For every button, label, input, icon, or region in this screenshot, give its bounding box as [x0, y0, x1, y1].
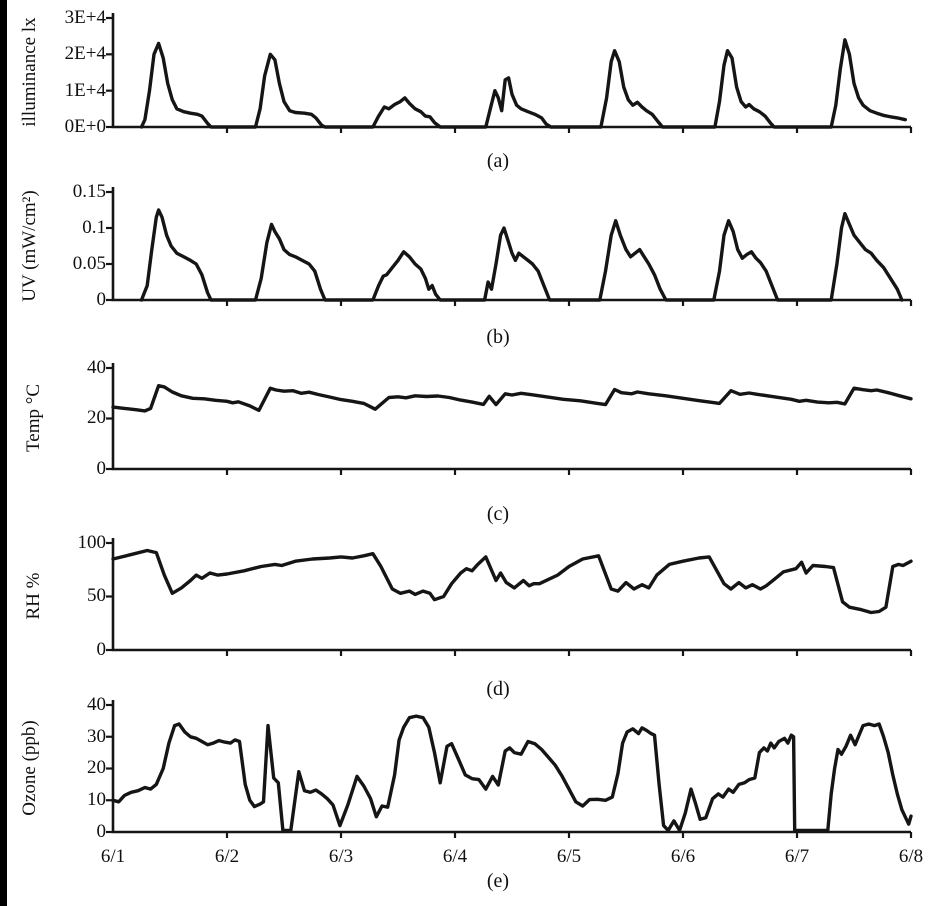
panel-a-ytick-3e4: 3E+4 — [64, 7, 106, 28]
panel-e-ytick-20: 20 — [87, 757, 106, 778]
panel-e-ytick-0: 0 — [96, 821, 107, 842]
panel-b-uv-series-uv — [139, 208, 904, 302]
panel-b-uv-axes — [111, 187, 911, 302]
screenshot-left-edge-bar — [0, 0, 7, 906]
panel-e-xtick-6-1: 6/1 — [100, 846, 126, 867]
panel-d-rh-axes — [111, 538, 911, 652]
panel-e-xtick-6-5: 6/5 — [556, 846, 582, 867]
panel-a-illuminance-axes — [111, 13, 911, 129]
panel-e-xtick-6-6: 6/6 — [670, 846, 696, 867]
panel-d-ytick-100: 100 — [77, 532, 107, 553]
panel-e-xtick-6-7: 6/7 — [784, 846, 810, 867]
panel-d-rh-series-relative-humidity — [111, 548, 913, 615]
panel-b-ytick-005: 0.05 — [72, 253, 106, 274]
panel-b-ylabel: UV (mW/cm²) — [19, 190, 40, 302]
panel-e-ytick-30: 30 — [87, 726, 106, 747]
panel-a-ytick-2e4: 2E+4 — [64, 43, 106, 64]
panel-e-ytick-10: 10 — [87, 789, 106, 810]
panel-b-ytick-0: 0 — [96, 289, 107, 310]
panel-a-ylabel: illuminance lx — [19, 17, 40, 127]
panel-e-ozone-series-ozone — [111, 714, 913, 833]
panel-c-temp-axes — [111, 363, 911, 471]
panel-c-ytick-0: 0 — [96, 458, 107, 479]
panel-b-ytick-01: 0.1 — [82, 217, 106, 238]
panel-e-ylabel: Ozone (ppb) — [19, 720, 40, 816]
panel-e-xtick-6-2: 6/2 — [214, 846, 240, 867]
panel-a-ytick-1e4: 1E+4 — [64, 80, 106, 101]
panel-e-xtick-6-3: 6/3 — [328, 846, 354, 867]
panel-d-ytick-0: 0 — [96, 639, 107, 660]
panel-d-caption: (d) — [486, 678, 510, 700]
panel-b-caption: (b) — [486, 326, 510, 348]
panel-e-ytick-40: 40 — [87, 694, 106, 715]
panel-d-ytick-50: 50 — [87, 585, 106, 606]
panel-b-ytick-015: 0.15 — [72, 181, 106, 202]
panel-e-caption: (e) — [486, 870, 510, 892]
panel-e-ozone-axes — [111, 700, 911, 834]
panel-c-ytick-40: 40 — [87, 357, 106, 378]
panel-e-xtick-6-8: 6/8 — [898, 846, 924, 867]
panel-c-temp-series-temperature — [111, 384, 913, 413]
panel-e-xtick-6-4: 6/4 — [442, 846, 468, 867]
panel-a-illuminance-series-illuminance — [139, 38, 907, 129]
panel-a-ytick-0e0: 0E+0 — [64, 116, 106, 137]
panel-a-caption: (a) — [486, 150, 510, 172]
panel-c-caption: (c) — [486, 503, 510, 525]
panel-c-ytick-20: 20 — [87, 407, 106, 428]
